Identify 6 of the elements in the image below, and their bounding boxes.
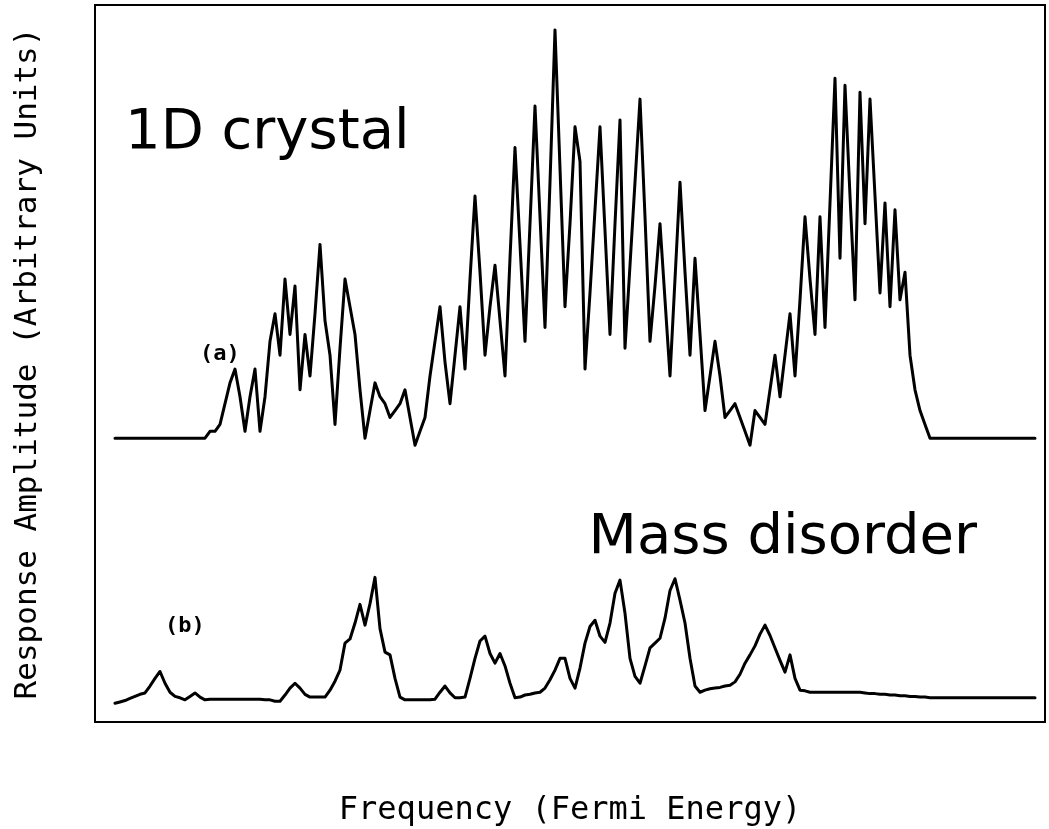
y-axis-title: Response Amplitude (Arbitrary Units) bbox=[6, 27, 43, 700]
series-label: (b) bbox=[165, 612, 205, 638]
annotation: Mass disorder bbox=[588, 500, 978, 566]
series-label: (a) bbox=[200, 339, 240, 365]
x-axis-title: Frequency (Fermi Energy) bbox=[338, 789, 802, 827]
annotation: 1D crystal bbox=[125, 95, 410, 161]
